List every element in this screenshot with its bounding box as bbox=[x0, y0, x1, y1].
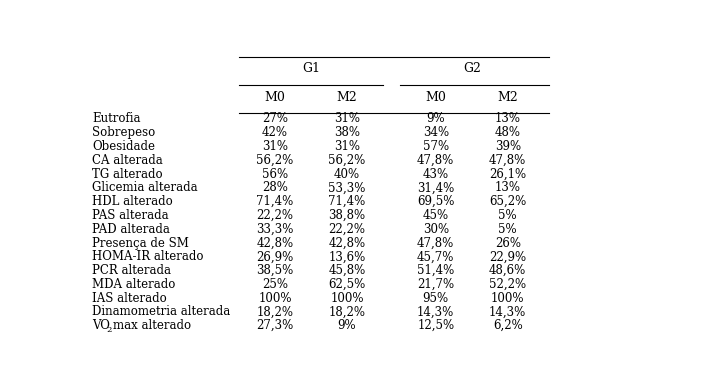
Text: max alterado: max alterado bbox=[113, 319, 191, 332]
Text: 31%: 31% bbox=[334, 140, 360, 153]
Text: 13%: 13% bbox=[495, 181, 521, 195]
Text: 22,2%: 22,2% bbox=[257, 209, 293, 222]
Text: Sobrepeso: Sobrepeso bbox=[92, 126, 155, 139]
Text: 5%: 5% bbox=[498, 223, 517, 236]
Text: 12,5%: 12,5% bbox=[417, 319, 454, 332]
Text: 22,2%: 22,2% bbox=[329, 223, 365, 236]
Text: Presença de SM: Presença de SM bbox=[92, 236, 189, 250]
Text: 26,1%: 26,1% bbox=[489, 167, 526, 181]
Text: 71,4%: 71,4% bbox=[328, 195, 365, 208]
Text: M0: M0 bbox=[265, 91, 285, 104]
Text: 56,2%: 56,2% bbox=[257, 154, 294, 167]
Text: 100%: 100% bbox=[330, 292, 364, 305]
Text: 38,5%: 38,5% bbox=[257, 264, 294, 277]
Text: G1: G1 bbox=[302, 62, 320, 75]
Text: MDA alterado: MDA alterado bbox=[92, 278, 175, 291]
Text: 9%: 9% bbox=[426, 112, 445, 126]
Text: 51,4%: 51,4% bbox=[417, 264, 454, 277]
Text: 100%: 100% bbox=[491, 292, 525, 305]
Text: M0: M0 bbox=[425, 91, 446, 104]
Text: 42,8%: 42,8% bbox=[257, 236, 294, 250]
Text: 57%: 57% bbox=[423, 140, 449, 153]
Text: 53,3%: 53,3% bbox=[328, 181, 366, 195]
Text: 38%: 38% bbox=[334, 126, 360, 139]
Text: 62,5%: 62,5% bbox=[328, 278, 365, 291]
Text: 14,3%: 14,3% bbox=[489, 305, 526, 319]
Text: Eutrofia: Eutrofia bbox=[92, 112, 141, 126]
Text: 18,2%: 18,2% bbox=[257, 305, 293, 319]
Text: 21,7%: 21,7% bbox=[417, 278, 454, 291]
Text: 42,8%: 42,8% bbox=[328, 236, 365, 250]
Text: 5%: 5% bbox=[498, 209, 517, 222]
Text: 18,2%: 18,2% bbox=[329, 305, 365, 319]
Text: 48,6%: 48,6% bbox=[489, 264, 526, 277]
Text: 43%: 43% bbox=[423, 167, 449, 181]
Text: 13%: 13% bbox=[495, 112, 521, 126]
Text: 9%: 9% bbox=[337, 319, 356, 332]
Text: HDL alterado: HDL alterado bbox=[92, 195, 173, 208]
Text: Glicemia alterada: Glicemia alterada bbox=[92, 181, 198, 195]
Text: HOMA-IR alterado: HOMA-IR alterado bbox=[92, 250, 204, 263]
Text: 31,4%: 31,4% bbox=[417, 181, 454, 195]
Text: 45,7%: 45,7% bbox=[417, 250, 455, 263]
Text: 28%: 28% bbox=[262, 181, 288, 195]
Text: 100%: 100% bbox=[258, 292, 292, 305]
Text: 22,9%: 22,9% bbox=[489, 250, 526, 263]
Text: 27,3%: 27,3% bbox=[257, 319, 294, 332]
Text: IAS alterado: IAS alterado bbox=[92, 292, 167, 305]
Text: 26,9%: 26,9% bbox=[257, 250, 294, 263]
Text: 47,8%: 47,8% bbox=[489, 154, 526, 167]
Text: TG alterado: TG alterado bbox=[92, 167, 163, 181]
Text: G2: G2 bbox=[463, 62, 480, 75]
Text: PCR alterada: PCR alterada bbox=[92, 264, 171, 277]
Text: 47,8%: 47,8% bbox=[417, 236, 454, 250]
Text: M2: M2 bbox=[337, 91, 358, 104]
Text: 71,4%: 71,4% bbox=[257, 195, 294, 208]
Text: 45,8%: 45,8% bbox=[328, 264, 365, 277]
Text: Obesidade: Obesidade bbox=[92, 140, 155, 153]
Text: CA alterada: CA alterada bbox=[92, 154, 163, 167]
Text: 34%: 34% bbox=[423, 126, 449, 139]
Text: PAS alterada: PAS alterada bbox=[92, 209, 169, 222]
Text: 25%: 25% bbox=[262, 278, 288, 291]
Text: 27%: 27% bbox=[262, 112, 288, 126]
Text: 26%: 26% bbox=[495, 236, 521, 250]
Text: 47,8%: 47,8% bbox=[417, 154, 454, 167]
Text: 52,2%: 52,2% bbox=[489, 278, 526, 291]
Text: 95%: 95% bbox=[423, 292, 449, 305]
Text: 31%: 31% bbox=[262, 140, 288, 153]
Text: VO: VO bbox=[92, 319, 110, 332]
Text: PAD alterada: PAD alterada bbox=[92, 223, 170, 236]
Text: Dinamometria alterada: Dinamometria alterada bbox=[92, 305, 230, 319]
Text: 45%: 45% bbox=[423, 209, 449, 222]
Text: 14,3%: 14,3% bbox=[417, 305, 454, 319]
Text: 48%: 48% bbox=[495, 126, 521, 139]
Text: 38,8%: 38,8% bbox=[328, 209, 365, 222]
Text: 30%: 30% bbox=[423, 223, 449, 236]
Text: 33,3%: 33,3% bbox=[256, 223, 294, 236]
Text: 31%: 31% bbox=[334, 112, 360, 126]
Text: M2: M2 bbox=[498, 91, 518, 104]
Text: 39%: 39% bbox=[495, 140, 521, 153]
Text: 40%: 40% bbox=[334, 167, 360, 181]
Text: 13,6%: 13,6% bbox=[328, 250, 365, 263]
Text: 6,2%: 6,2% bbox=[493, 319, 523, 332]
Text: 56,2%: 56,2% bbox=[328, 154, 365, 167]
Text: 65,2%: 65,2% bbox=[489, 195, 526, 208]
Text: 42%: 42% bbox=[262, 126, 288, 139]
Text: 56%: 56% bbox=[262, 167, 288, 181]
Text: 2: 2 bbox=[107, 325, 112, 334]
Text: 69,5%: 69,5% bbox=[417, 195, 455, 208]
